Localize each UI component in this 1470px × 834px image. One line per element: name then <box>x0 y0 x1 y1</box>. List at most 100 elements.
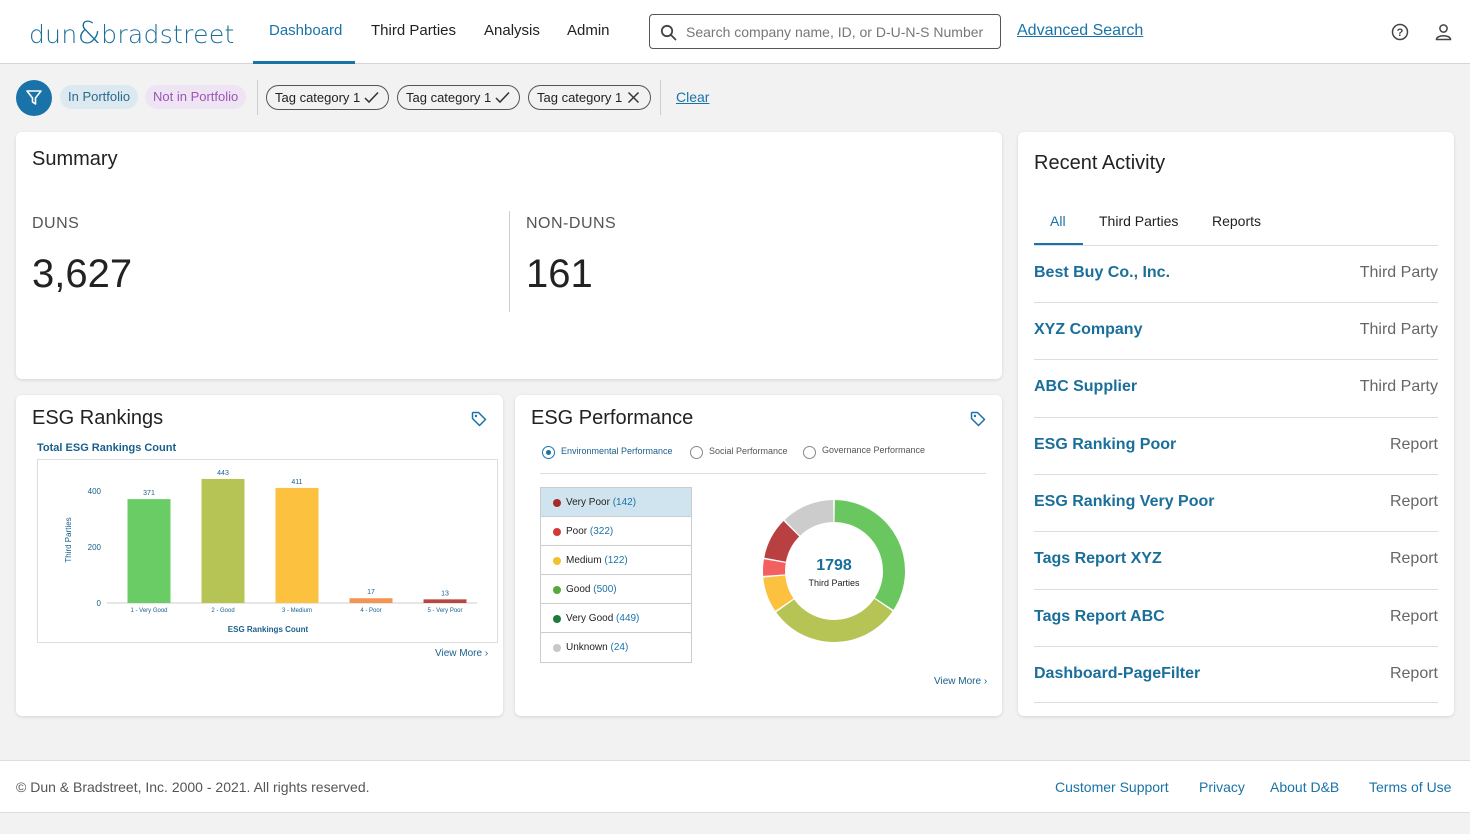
donut-segment[interactable] <box>764 521 800 562</box>
activity-name-link[interactable]: Dashboard-PageFilter <box>1034 665 1201 682</box>
y-tick-label: 200 <box>88 543 102 552</box>
y-axis-label: Third Parties <box>64 517 73 562</box>
donut-segment[interactable] <box>763 559 786 576</box>
legend-row-poor[interactable]: Poor (322) <box>541 517 691 546</box>
tag-icon[interactable] <box>471 411 487 427</box>
activity-row[interactable]: Dashboard-PageFilter Report <box>1034 646 1438 703</box>
nav-third-parties[interactable]: Third Parties <box>371 22 457 39</box>
dnb-logo[interactable]: dun&bradstreet <box>29 16 235 51</box>
activity-name-link[interactable]: ESG Ranking Very Poor <box>1034 493 1215 510</box>
search-placeholder: Search company name, ID, or D-U-N-S Numb… <box>686 24 984 40</box>
activity-name-link[interactable]: ESG Ranking Poor <box>1034 436 1177 453</box>
tag-chip[interactable]: Tag category 1 <box>266 85 389 110</box>
tab-reports[interactable]: Reports <box>1212 213 1262 229</box>
activity-row[interactable]: Tags Report XYZ Report <box>1034 531 1438 588</box>
tab-third-parties[interactable]: Third Parties <box>1099 213 1179 229</box>
copyright-text: © Dun & Bradstreet, Inc. 2000 - 2021. Al… <box>16 779 370 795</box>
tag-chip-label: Tag category 1 <box>537 90 623 105</box>
esg-performance-view-more-link[interactable]: View More › <box>934 676 987 687</box>
customer-support-link[interactable]: Customer Support <box>1055 779 1169 795</box>
legend-row-medium[interactable]: Medium (122) <box>541 546 691 575</box>
view-more-label: View More <box>435 648 483 659</box>
esg-rankings-chart-frame <box>37 459 498 643</box>
social-performance-label[interactable]: Social Performance <box>709 446 788 456</box>
tag-chip[interactable]: Tag category 1 <box>397 85 520 110</box>
donut-segment[interactable] <box>763 575 794 611</box>
recent-activity-card <box>1018 132 1454 716</box>
activity-type: Third Party <box>1359 264 1438 281</box>
duns-value: 3,627 <box>32 252 133 296</box>
advanced-search-link[interactable]: Advanced Search <box>1017 22 1144 39</box>
esg-rankings-title: ESG Rankings <box>32 407 164 429</box>
esg-rankings-chart-title: Total ESG Rankings Count <box>37 442 177 454</box>
legend-dot <box>553 499 561 507</box>
activity-name-link[interactable]: XYZ Company <box>1034 321 1143 338</box>
close-icon[interactable] <box>627 91 640 104</box>
nav-dashboard[interactable]: Dashboard <box>269 22 343 39</box>
esg-performance-title: ESG Performance <box>531 407 694 429</box>
governance-performance-radio[interactable] <box>803 446 816 459</box>
footer: © Dun & Bradstreet, Inc. 2000 - 2021. Al… <box>0 760 1470 813</box>
x-tick-label: 2 - Good <box>211 608 234 614</box>
legend-count: (500) <box>593 584 617 595</box>
bar[interactable] <box>423 599 467 603</box>
social-performance-radio[interactable] <box>690 446 703 459</box>
esg-rankings-view-more-link[interactable]: View More › <box>435 648 488 659</box>
legend-row-unknown[interactable]: Unknown (24) <box>541 633 691 662</box>
activity-name-link[interactable]: ABC Supplier <box>1034 378 1138 395</box>
bar[interactable] <box>349 598 393 603</box>
user-icon[interactable] <box>1435 23 1452 41</box>
activity-row[interactable]: ABC Supplier Third Party <box>1034 359 1438 416</box>
in-portfolio-chip[interactable]: In Portfolio <box>60 85 139 109</box>
x-tick-label: 3 - Medium <box>282 608 312 614</box>
activity-row[interactable]: XYZ Company Third Party <box>1034 302 1438 359</box>
clear-filters-link[interactable]: Clear <box>676 89 710 105</box>
legend-label: Good <box>566 584 591 595</box>
legend-count: (322) <box>589 526 614 537</box>
activity-type: Report <box>1389 493 1438 510</box>
checkmark-icon <box>364 91 379 104</box>
legend-label: Very Poor <box>566 497 610 508</box>
donut-segment[interactable] <box>776 598 893 642</box>
filter-divider <box>257 80 258 115</box>
bar[interactable] <box>127 499 171 603</box>
help-icon[interactable]: ? <box>1391 23 1409 41</box>
legend-row-good[interactable]: Good (500) <box>541 575 691 604</box>
logo-text-right: bradstreet <box>101 20 235 49</box>
nav-analysis[interactable]: Analysis <box>484 22 540 39</box>
top-navigation-bar: dun&bradstreet Dashboard Third Parties A… <box>0 0 1470 64</box>
activity-type: Third Party <box>1359 321 1438 338</box>
chevron-right-icon: › <box>983 676 988 687</box>
environmental-performance-label[interactable]: Environmental Performance <box>561 446 673 456</box>
terms-of-use-link[interactable]: Terms of Use <box>1369 779 1452 795</box>
donut-segment[interactable] <box>784 500 834 536</box>
tag-chip[interactable]: Tag category 1 <box>528 85 651 110</box>
nav-admin[interactable]: Admin <box>567 22 610 39</box>
privacy-link[interactable]: Privacy <box>1199 779 1245 795</box>
donut-segment[interactable] <box>834 500 905 610</box>
legend-dot <box>553 644 561 652</box>
tag-icon[interactable] <box>970 411 986 427</box>
filter-button[interactable] <box>16 80 52 116</box>
activity-row[interactable]: ESG Ranking Very Poor Report <box>1034 474 1438 531</box>
not-in-portfolio-chip[interactable]: Not in Portfolio <box>145 85 247 109</box>
activity-name-link[interactable]: Tags Report ABC <box>1034 608 1165 625</box>
governance-performance-label[interactable]: Governance Performance <box>822 445 926 455</box>
activity-name-link[interactable]: Best Buy Co., Inc. <box>1034 264 1171 281</box>
activity-type: Third Party <box>1359 378 1438 395</box>
legend-row-very-poor[interactable]: Very Poor (142) <box>541 488 691 517</box>
activity-row[interactable]: ESG Ranking Poor Report <box>1034 417 1438 474</box>
tab-all[interactable]: All <box>1050 213 1066 229</box>
esg-rankings-card <box>16 395 503 716</box>
environmental-performance-radio[interactable] <box>542 446 555 459</box>
search-input[interactable]: Search company name, ID, or D-U-N-S Numb… <box>649 14 1001 49</box>
donut-center-value: 1798 <box>816 557 852 574</box>
activity-name-link[interactable]: Tags Report XYZ <box>1034 550 1162 567</box>
recent-activity-title: Recent Activity <box>1034 152 1166 174</box>
legend-row-very-good[interactable]: Very Good (449) <box>541 604 691 633</box>
about-dnb-link[interactable]: About D&B <box>1270 779 1340 795</box>
bar[interactable] <box>275 487 319 603</box>
activity-row[interactable]: Best Buy Co., Inc. Third Party <box>1034 245 1438 302</box>
bar[interactable] <box>201 478 245 603</box>
activity-row[interactable]: Tags Report ABC Report <box>1034 589 1438 646</box>
